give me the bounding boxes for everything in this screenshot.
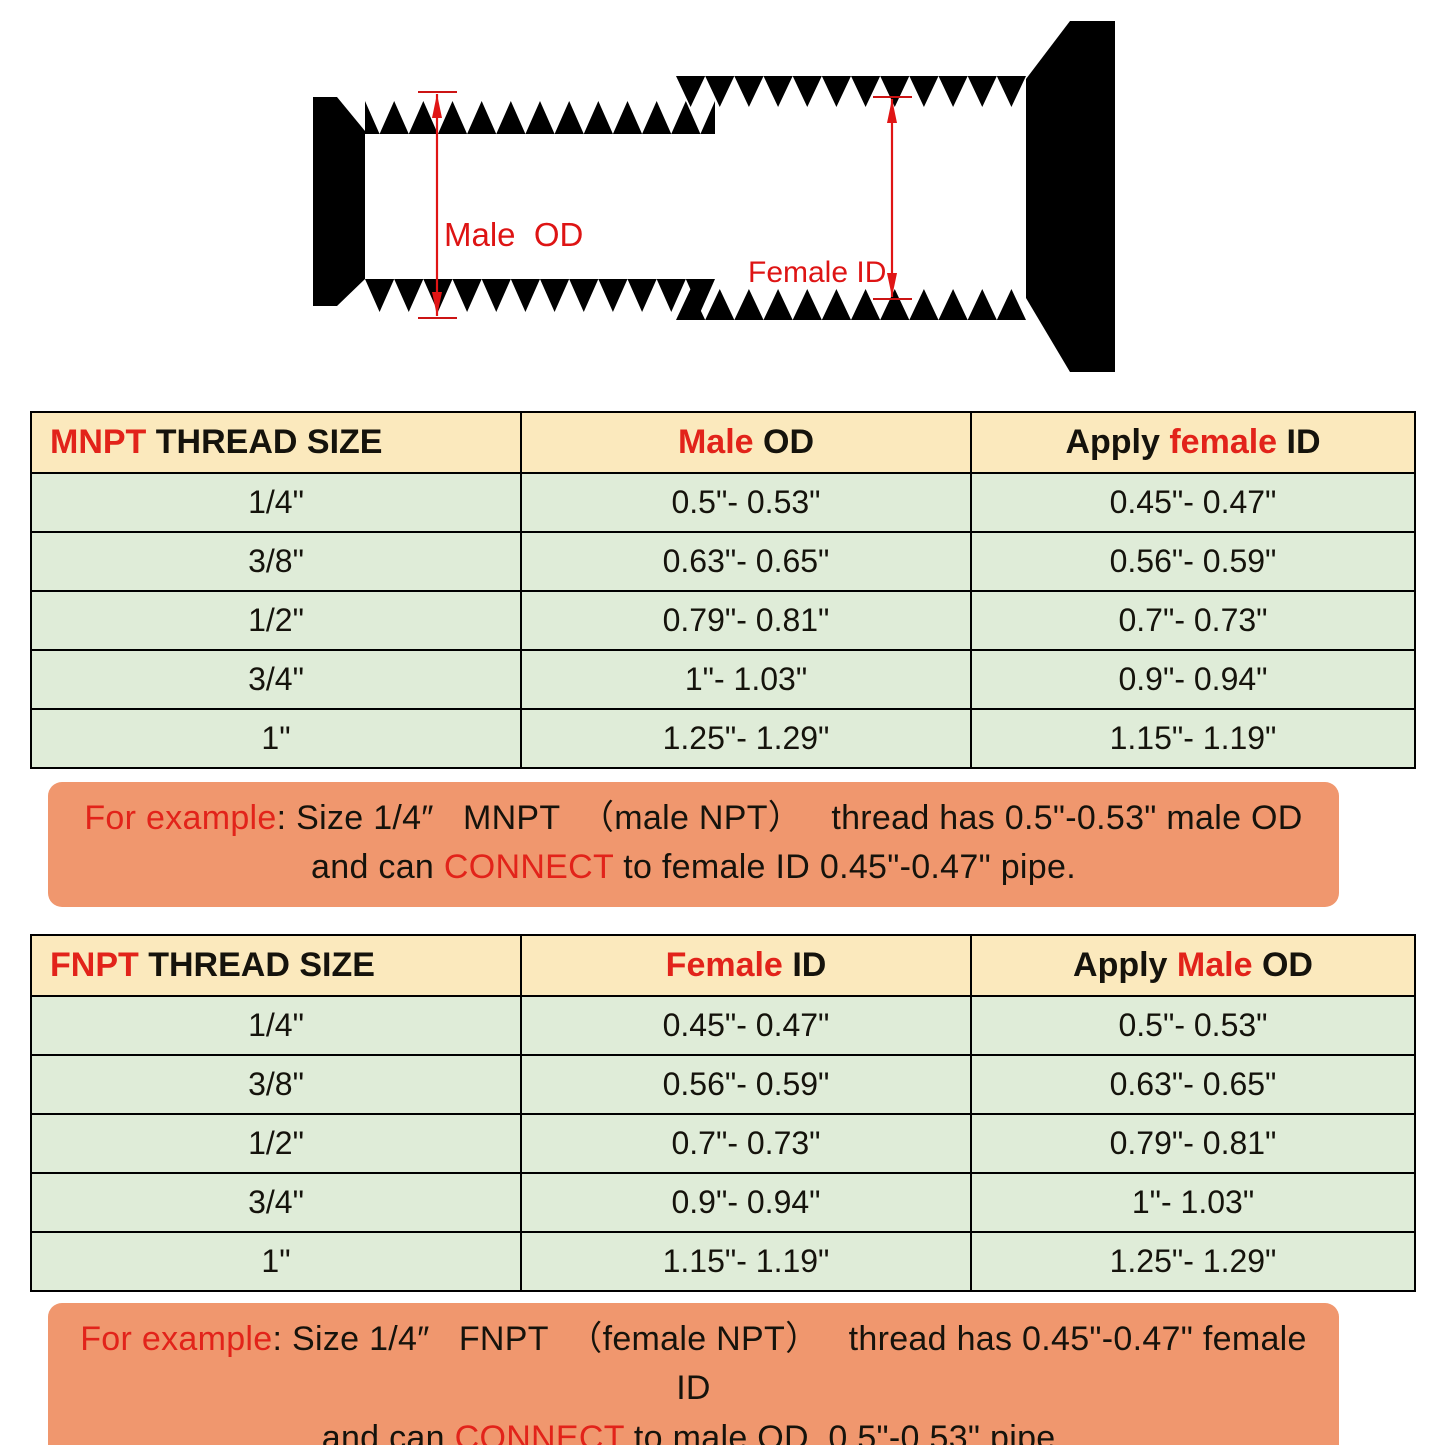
svg-text:Male OD: Male OD <box>444 216 583 253</box>
svg-text:Female ID: Female ID <box>748 256 886 289</box>
